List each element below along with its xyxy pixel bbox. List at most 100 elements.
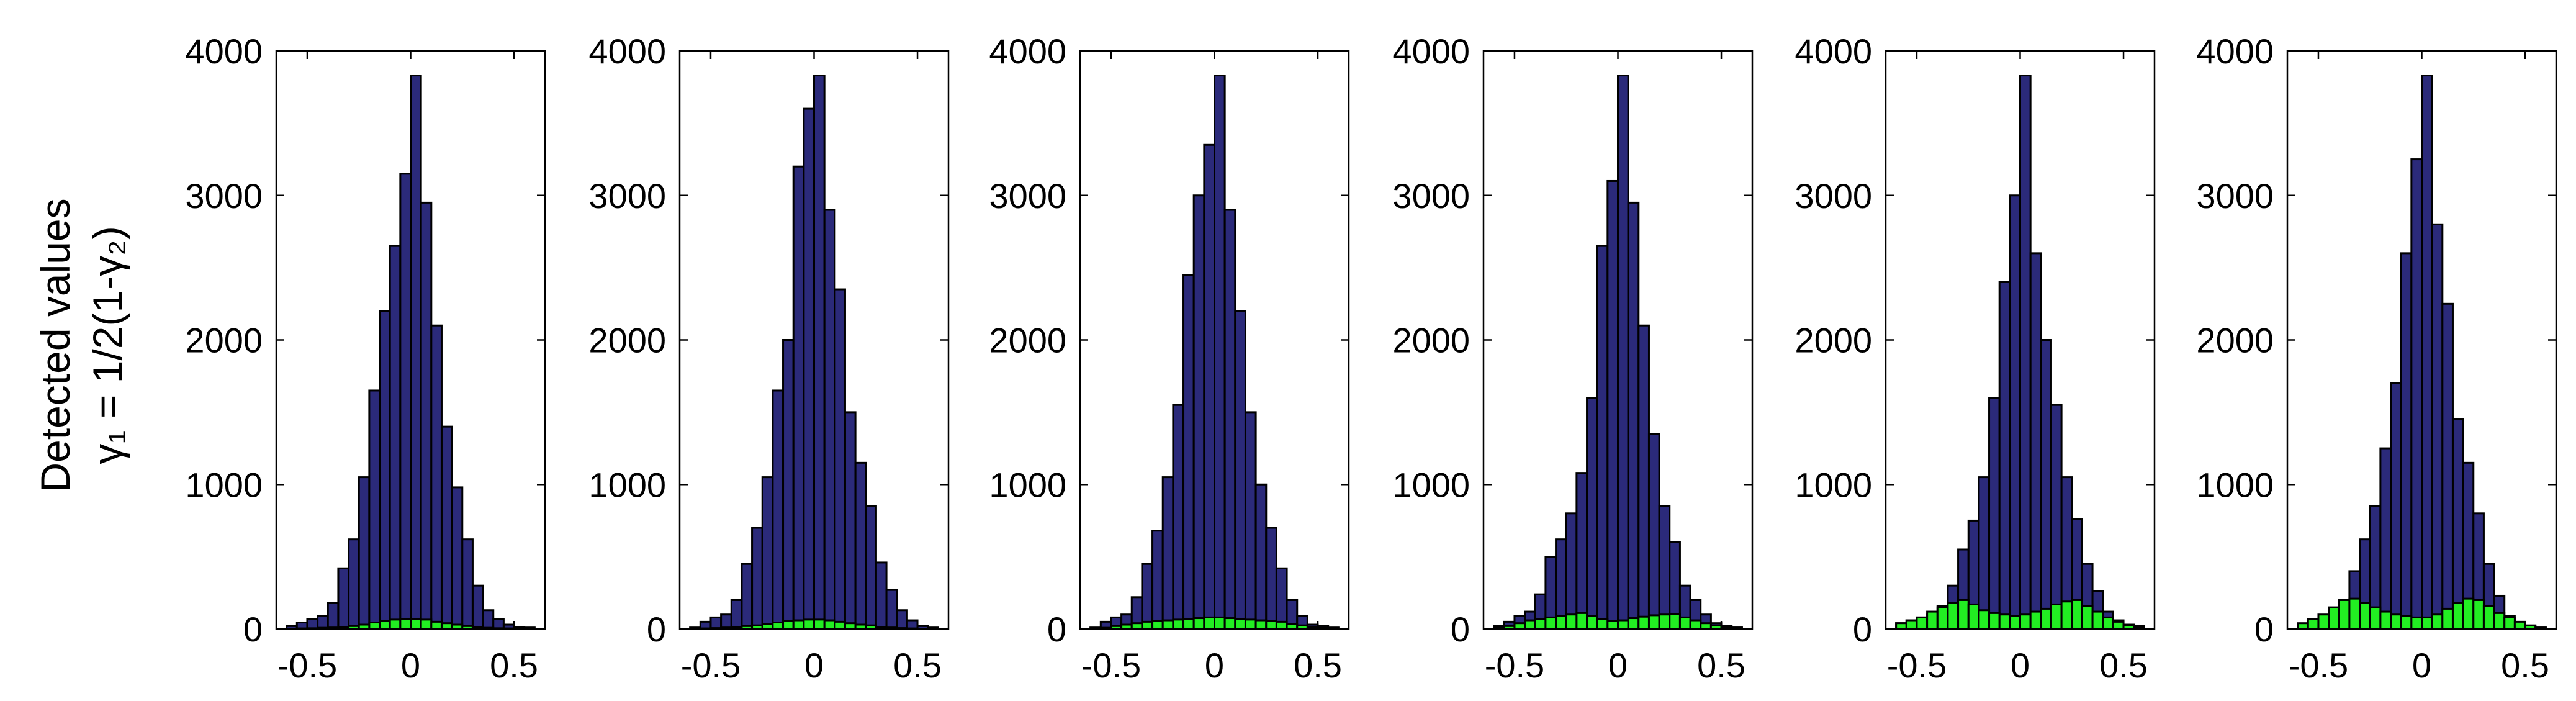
- detected-values-bar: [1534, 618, 1547, 630]
- detected-values-bar: [1275, 620, 1288, 630]
- detected-values-bar: [1617, 619, 1629, 630]
- detected-values-bar: [1627, 617, 1640, 630]
- all-values-bar: [368, 389, 381, 630]
- detected-values-bar: [1916, 616, 1929, 630]
- all-values-bar: [1988, 397, 2001, 630]
- detected-values-bar: [1182, 618, 1195, 630]
- x-tick-label: 0: [401, 646, 420, 685]
- detected-values-bar: [1658, 613, 1671, 630]
- detected-values-series: [1895, 599, 2145, 630]
- detected-values-bar: [2060, 600, 2073, 630]
- all-values-bar: [813, 75, 826, 630]
- y-axis-label-line-1: Detected values: [32, 198, 78, 492]
- all-values-bar: [1223, 209, 1236, 630]
- y-tick-label: 0: [1047, 610, 1066, 649]
- y-axis-label: Detected values γ₁ = 1/2(1-γ₂): [32, 198, 130, 492]
- detected-values-bar: [2112, 620, 2125, 630]
- all-values-bar: [761, 476, 774, 630]
- y-tick-label: 3000: [989, 176, 1066, 215]
- detected-values-bar: [844, 622, 857, 630]
- detected-values-bar: [2379, 610, 2392, 630]
- detected-values-bar: [1141, 620, 1154, 630]
- all-values-bar: [451, 486, 464, 630]
- detected-values-bar: [1234, 618, 1246, 630]
- detected-values-bar: [2431, 613, 2444, 630]
- all-values-bar: [482, 609, 495, 630]
- all-values-bar: [430, 324, 443, 630]
- y-tick-label: 3000: [185, 176, 263, 215]
- detected-values-bar: [782, 620, 795, 630]
- x-tick-label: 0.5: [2501, 646, 2549, 685]
- detected-values-bar: [389, 618, 402, 630]
- detected-values-bar: [2040, 607, 2052, 630]
- detected-values-bar: [1947, 602, 1960, 630]
- all-values-bar: [1265, 527, 1277, 630]
- all-values-bar: [803, 107, 816, 630]
- detected-values-bar: [2462, 597, 2475, 630]
- detected-values-bar: [1254, 619, 1268, 630]
- histogram-panel-2: 0 1000 2000 3000 4000 -0.5 0 0.5: [588, 32, 950, 685]
- x-tick-label: -0.5: [681, 646, 741, 685]
- x-tick-label: 0: [804, 646, 824, 685]
- y-tick-label: 2000: [185, 321, 263, 360]
- all-values-bar: [896, 609, 908, 630]
- all-values-bar: [2441, 302, 2454, 630]
- all-values-bar: [399, 173, 412, 630]
- detected-values-bar: [1700, 622, 1712, 630]
- all-values-bar: [410, 75, 422, 630]
- detected-values-bar: [2029, 610, 2042, 630]
- y-tick-label: 4000: [185, 32, 263, 71]
- x-tick-label: -0.5: [2289, 646, 2349, 685]
- all-values-bar: [327, 602, 340, 630]
- detected-values-bar: [2009, 615, 2022, 630]
- all-values-bar: [1192, 194, 1205, 630]
- detected-values-bar: [1172, 618, 1185, 630]
- all-values-bar: [854, 461, 867, 630]
- detected-values-bar: [1988, 612, 2001, 630]
- all-values-bar: [823, 209, 836, 630]
- detected-values-bar: [1669, 613, 1681, 630]
- detected-values-bar: [2297, 622, 2309, 630]
- all-values-bar: [1203, 143, 1216, 630]
- all-values-bar: [1998, 281, 2011, 630]
- detected-values-bar: [2071, 599, 2083, 630]
- detected-values-bar: [1192, 617, 1205, 630]
- detected-values-bar: [1637, 615, 1650, 630]
- detected-values-bar: [1565, 613, 1578, 630]
- y-tick-label: 2000: [588, 321, 666, 360]
- all-values-bar: [1565, 512, 1578, 630]
- all-values-bar: [1637, 324, 1650, 630]
- x-tick-label: -0.5: [1887, 646, 1947, 685]
- histogram-panel-5: 0 1000 2000 3000 4000 -0.5 0 0.5: [1795, 32, 2156, 685]
- detected-values-bar: [2081, 605, 2094, 630]
- detected-values-bar: [2493, 612, 2506, 630]
- detected-values-bar: [2050, 603, 2063, 630]
- y-tick-label: 0: [1451, 610, 1470, 649]
- y-tick-label: 2000: [1392, 321, 1470, 360]
- histogram-panel-1: 0 1000 2000 3000 4000 -0.5 0 0.5: [185, 32, 546, 685]
- all-values-bar: [865, 505, 877, 630]
- detected-values-bar: [1575, 612, 1588, 630]
- detected-values-bar: [2482, 605, 2495, 630]
- detected-values-bar: [2359, 602, 2371, 630]
- detected-values-bar: [1244, 618, 1257, 630]
- y-tick-label: 3000: [2196, 176, 2274, 215]
- all-values-bar: [1214, 75, 1226, 630]
- x-tick-label: -0.5: [1081, 646, 1142, 685]
- y-tick-label: 4000: [2196, 32, 2274, 71]
- all-values-bar: [730, 599, 743, 630]
- detected-values-bar: [2410, 616, 2423, 630]
- y-tick-label: 2000: [989, 321, 1066, 360]
- detected-values-bar: [2102, 616, 2114, 630]
- all-values-bar: [885, 589, 898, 630]
- all-values-bar: [1234, 310, 1246, 630]
- detected-values-bar: [1926, 610, 1939, 630]
- detected-values-bar: [2019, 613, 2032, 630]
- detected-values-bar: [1998, 613, 2011, 630]
- all-values-bar: [2029, 252, 2042, 630]
- x-tick-label: 0.5: [1697, 646, 1745, 685]
- detected-values-bar: [440, 622, 453, 630]
- detected-values-bar: [1544, 616, 1557, 630]
- all-values-bar: [1658, 505, 1671, 630]
